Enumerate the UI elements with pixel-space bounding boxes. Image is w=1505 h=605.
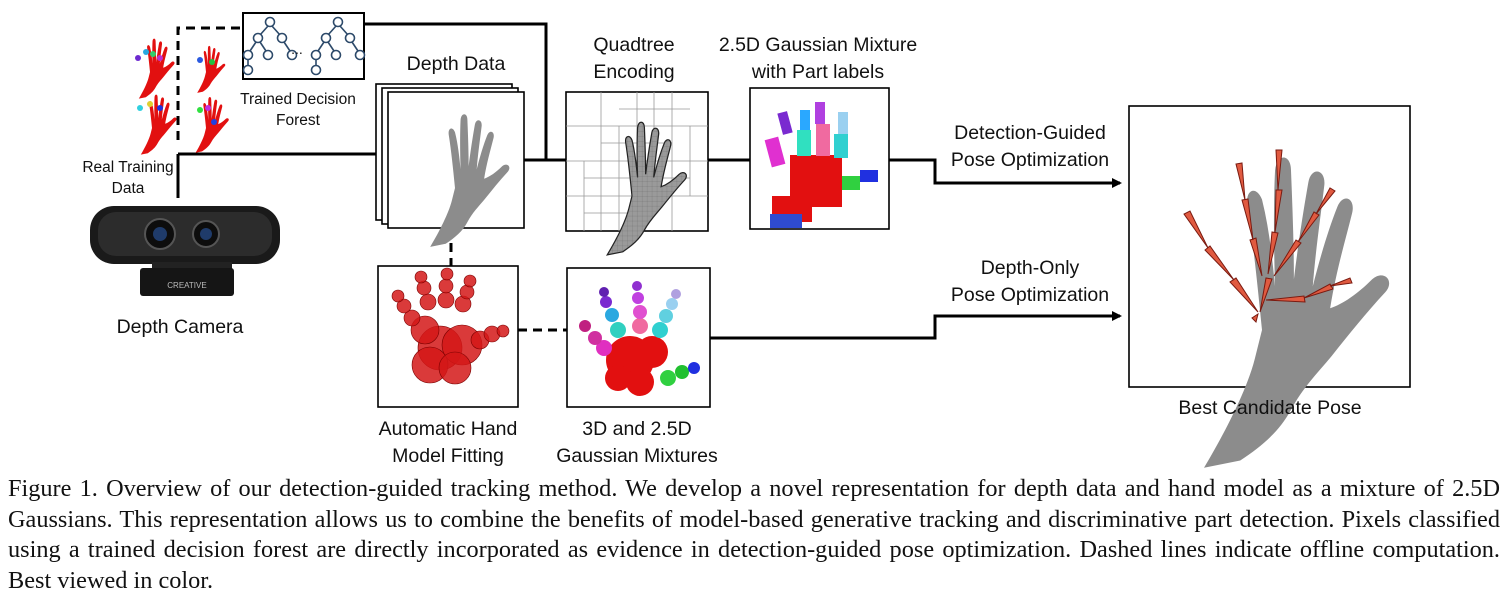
- figure-caption: Figure 1. Overview of our detection-guid…: [8, 475, 1500, 594]
- depth-only-label: Depth-Only: [981, 257, 1080, 279]
- gaussian-mixtures-image: [566, 267, 711, 408]
- quadtree-image: [565, 91, 709, 256]
- decision-forest-box: [242, 12, 365, 80]
- hand-model-fitting-image: [377, 265, 519, 408]
- hand-model-fitting-label: Automatic Hand: [379, 418, 518, 440]
- gmm-part-labels-label: 2.5D Gaussian Mixture: [719, 34, 917, 56]
- depth-camera-label: Depth Camera: [117, 316, 244, 338]
- quadtree-label: Quadtree: [593, 34, 674, 56]
- quadtree-label-line2: Encoding: [593, 61, 674, 83]
- detection-guided-label: Detection-Guided: [954, 122, 1106, 144]
- gmm-part-labels-image: [749, 87, 890, 230]
- real-training-data-label: Real Training: [82, 159, 173, 176]
- detection-guided-label-line2: Pose Optimization: [951, 149, 1109, 171]
- gaussian-mixtures-label: 3D and 2.5D: [582, 418, 692, 440]
- trained-forest-label: Trained Decision: [240, 91, 356, 108]
- best-candidate-pose-image: [1128, 105, 1411, 468]
- depth-data-label: Depth Data: [407, 53, 506, 75]
- trained-forest-label-line2: Forest: [276, 112, 321, 129]
- gaussian-mixtures-label-line2: Gaussian Mixtures: [556, 445, 718, 467]
- pipeline-diagram: Real Training Data ... Trained Decision …: [82, 12, 1411, 468]
- connector-lines: [176, 22, 1122, 340]
- real-training-data-thumbnails: [135, 38, 229, 155]
- depth-only-label-line2: Pose Optimization: [951, 284, 1109, 306]
- best-candidate-pose-label: Best Candidate Pose: [1178, 397, 1361, 419]
- gmm-part-labels-label-line2: with Part labels: [751, 61, 884, 83]
- forest-ellipsis: ...: [291, 41, 303, 57]
- camera-brand: CREATIVE: [167, 281, 206, 290]
- hand-model-fitting-label-line2: Model Fitting: [392, 445, 504, 467]
- real-training-data-label-line2: Data: [112, 180, 145, 197]
- depth-camera-image: CREATIVE: [90, 206, 280, 296]
